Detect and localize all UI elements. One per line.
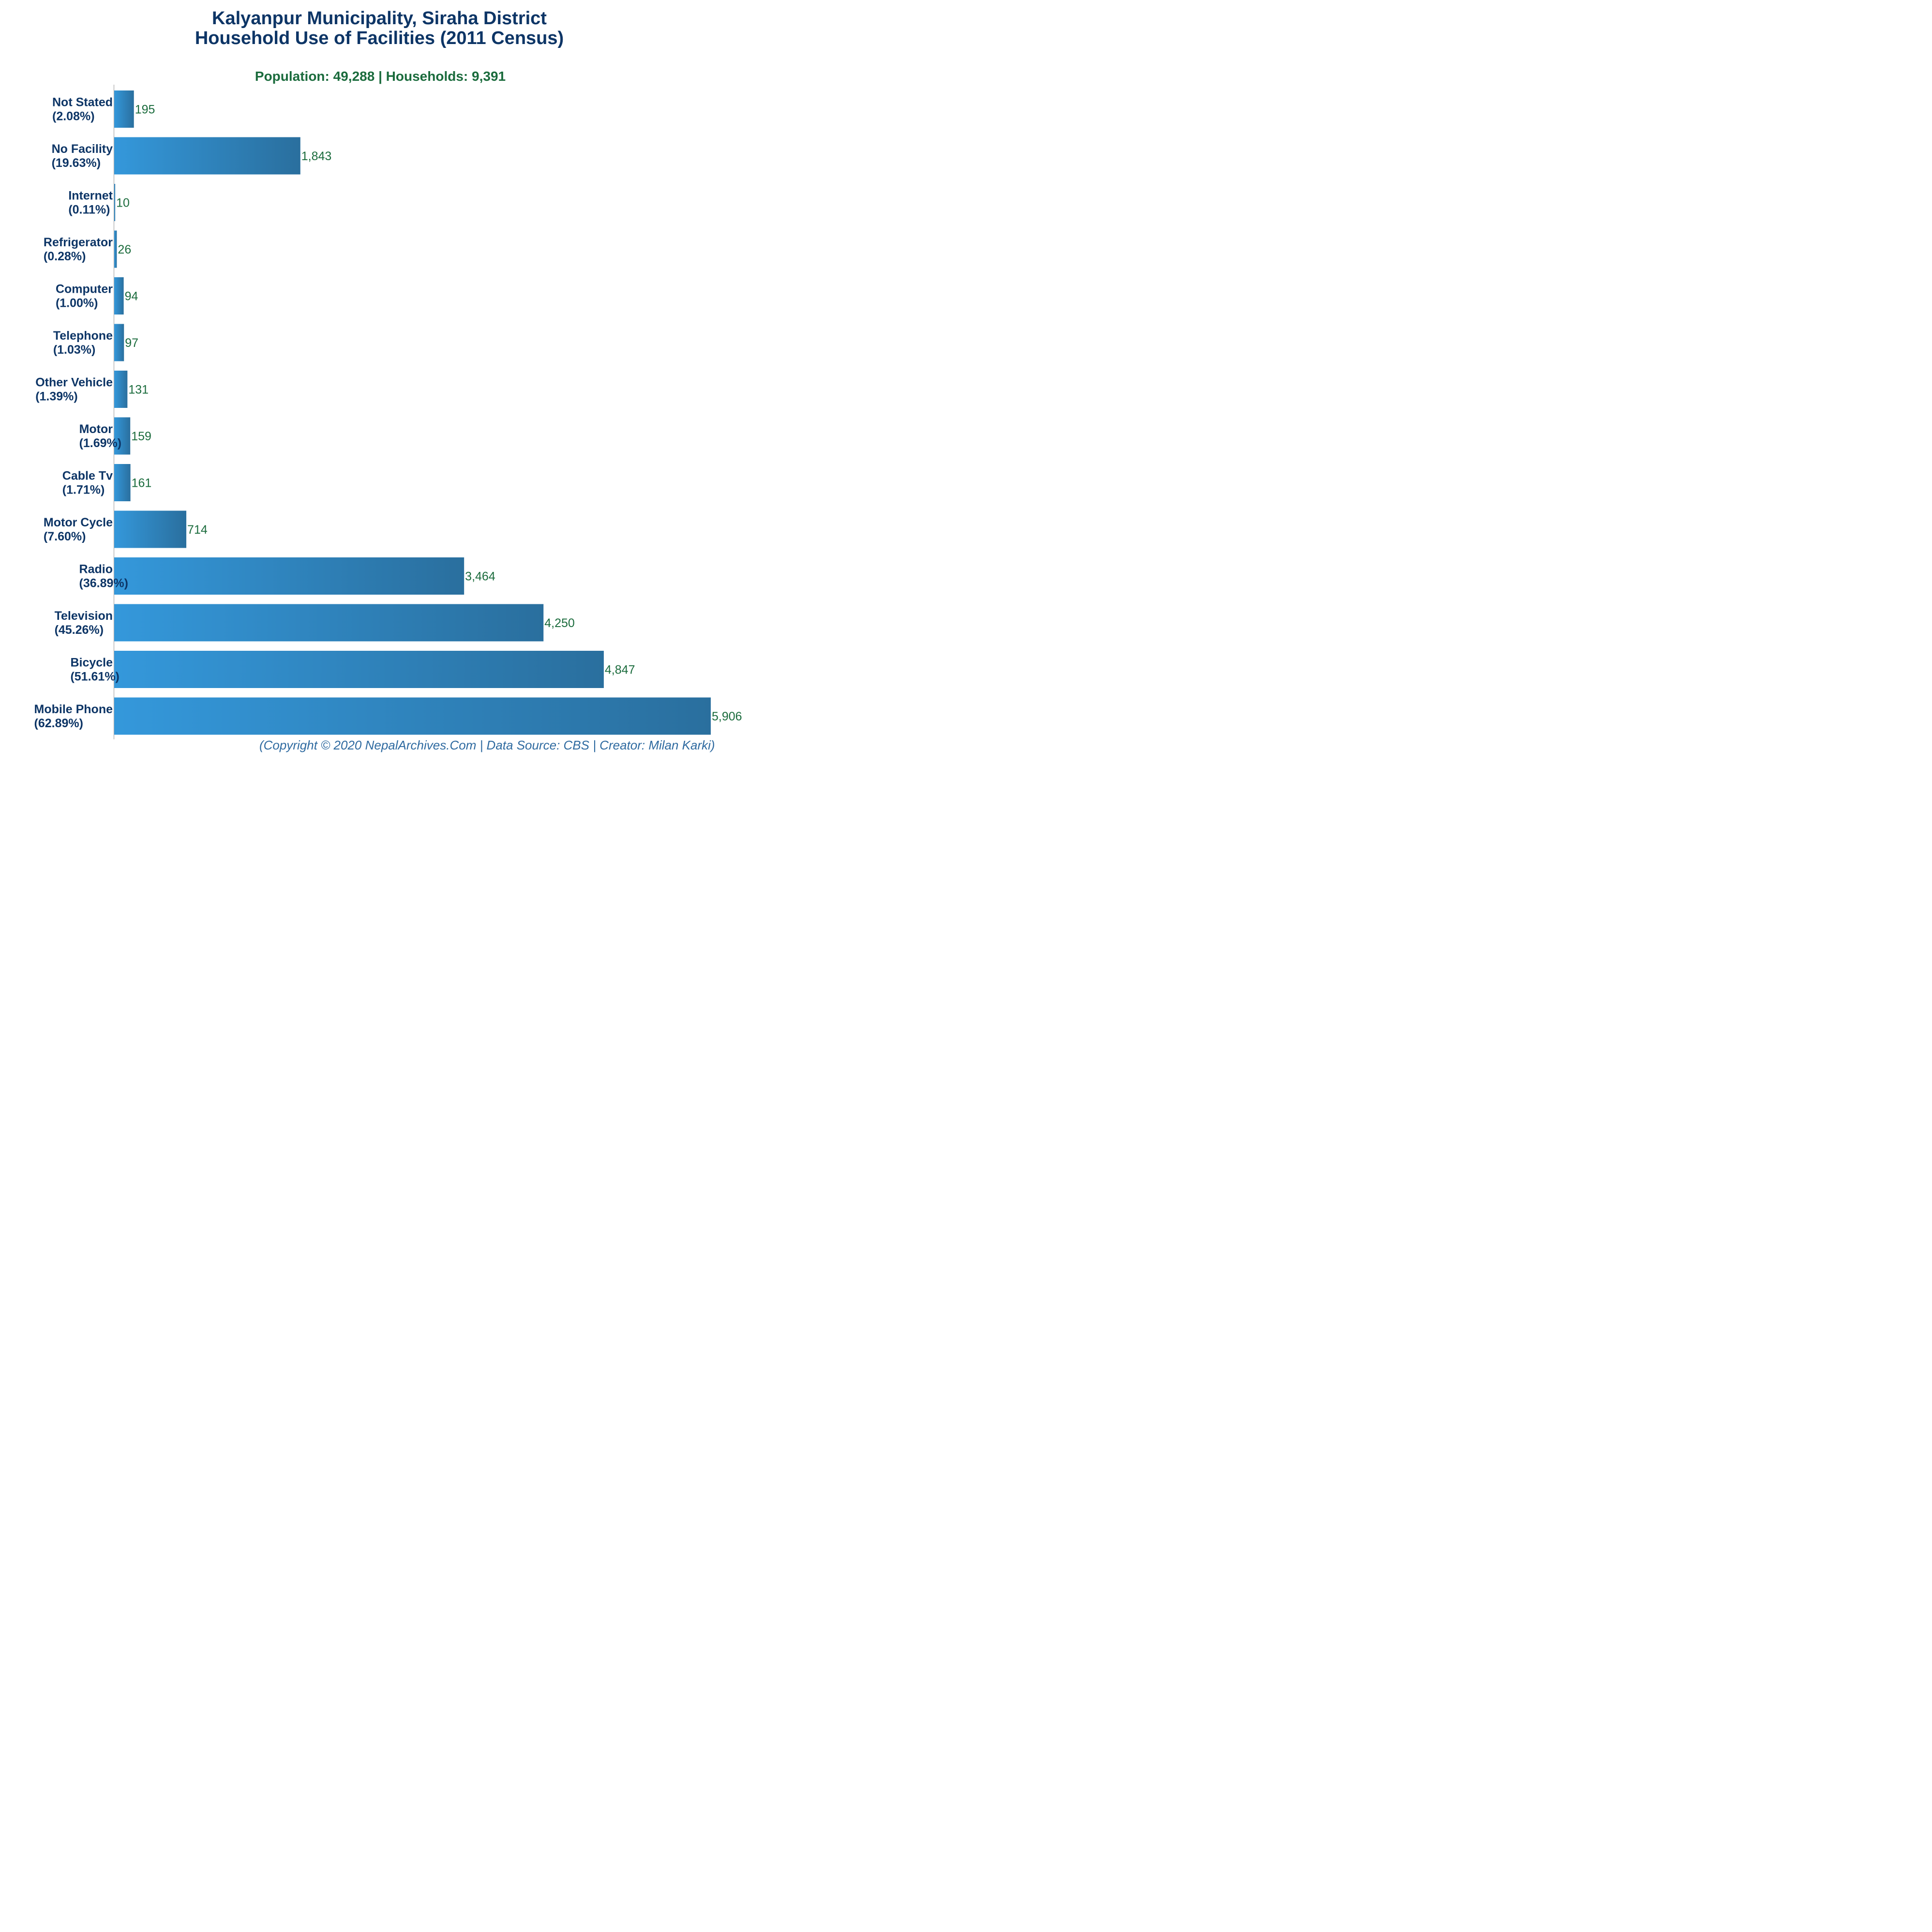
chart-title-line2: Household Use of Facilities (2011 Census… xyxy=(195,28,564,48)
bar-telephone xyxy=(114,324,124,361)
category-name: No Facility xyxy=(52,142,113,156)
category-name: Radio xyxy=(79,563,113,576)
category-percentage: (1.03%) xyxy=(53,343,96,357)
category-name: Motor xyxy=(79,422,113,436)
bar-computer xyxy=(114,277,124,315)
category-label: Cable Tv (1.71%) xyxy=(62,469,113,497)
category-name: Internet xyxy=(68,189,113,203)
category-percentage: (2.08%) xyxy=(52,110,95,123)
bar-internet xyxy=(114,184,116,221)
bar-refrigerator xyxy=(114,230,117,268)
category-label: No Facility (19.63%) xyxy=(52,142,113,170)
value-label: 10 xyxy=(116,196,130,210)
category-label: Bicycle (51.61%) xyxy=(70,656,119,684)
value-label: 161 xyxy=(132,477,152,490)
category-name: Cable Tv xyxy=(62,469,113,483)
category-percentage: (0.11%) xyxy=(68,203,110,217)
value-label: 131 xyxy=(128,383,149,397)
chart-subtitle: Population: 49,288 | Households: 9,391 xyxy=(255,69,506,84)
category-label: Telephone (1.03%) xyxy=(53,329,113,357)
category-label: Not Stated (2.08%) xyxy=(52,96,113,123)
bar-no-facility xyxy=(114,137,300,175)
category-label: Internet (0.11%) xyxy=(68,189,113,217)
footer-credit: (Copyright © 2020 NepalArchives.Com | Da… xyxy=(259,738,715,752)
bar-cable-tv xyxy=(114,464,131,501)
chart-title-line1: Kalyanpur Municipality, Siraha District xyxy=(212,8,547,29)
category-percentage: (19.63%) xyxy=(52,156,101,170)
category-name: Telephone xyxy=(53,329,113,343)
value-label: 97 xyxy=(125,336,138,350)
value-label: 1,843 xyxy=(301,150,332,163)
category-name: Refrigerator xyxy=(44,236,113,249)
category-percentage: (7.60%) xyxy=(44,530,86,543)
category-label: Radio (36.89%) xyxy=(79,563,128,590)
category-name: Motor Cycle xyxy=(44,516,113,529)
category-label: Motor Cycle (7.60%) xyxy=(44,516,113,543)
category-label: Refrigerator (0.28%) xyxy=(44,236,113,263)
category-name: Television xyxy=(55,609,113,623)
bar-not-stated xyxy=(114,90,134,128)
category-name: Not Stated xyxy=(52,96,113,109)
category-percentage: (0.28%) xyxy=(44,250,86,263)
category-label: Other Vehicle (1.39%) xyxy=(35,376,113,404)
bar-chart: Kalyanpur Municipality, Siraha District … xyxy=(34,8,742,752)
category-name: Mobile Phone xyxy=(34,703,113,716)
category-percentage: (1.39%) xyxy=(35,390,78,404)
value-label: 4,847 xyxy=(605,663,635,677)
value-label: 714 xyxy=(187,523,208,537)
bar-other-vehicle xyxy=(114,371,128,408)
value-label: 5,906 xyxy=(712,710,742,723)
category-label: Motor (1.69%) xyxy=(79,422,122,450)
category-label: Television (45.26%) xyxy=(55,609,113,637)
value-label: 26 xyxy=(118,243,131,256)
category-name: Other Vehicle xyxy=(35,376,113,389)
bars-group: 195 Not Stated (2.08%) 1,843 No Facility (19.… xyxy=(34,90,742,735)
category-percentage: (45.26%) xyxy=(55,623,104,637)
category-percentage: (1.00%) xyxy=(56,297,98,310)
value-label: 3,464 xyxy=(465,570,495,584)
category-name: Computer xyxy=(56,283,113,296)
bar-radio xyxy=(114,557,464,595)
bar-motor xyxy=(114,417,131,455)
category-percentage: (36.89%) xyxy=(79,577,128,590)
bar-mobile-phone xyxy=(114,697,711,735)
value-label: 4,250 xyxy=(544,616,575,630)
bar-motor-cycle xyxy=(114,510,187,548)
category-percentage: (62.89%) xyxy=(34,717,83,730)
category-label: Mobile Phone (62.89%) xyxy=(34,703,113,730)
bar-bicycle xyxy=(114,651,604,688)
category-label: Computer (1.00%) xyxy=(56,283,113,310)
value-label: 195 xyxy=(135,103,155,117)
value-label: 159 xyxy=(131,430,151,443)
bar-television xyxy=(114,604,544,642)
value-label: 94 xyxy=(125,290,138,303)
category-percentage: (1.69%) xyxy=(79,436,122,450)
category-percentage: (1.71%) xyxy=(62,483,105,497)
category-name: Bicycle xyxy=(70,656,113,670)
category-percentage: (51.61%) xyxy=(70,670,119,684)
